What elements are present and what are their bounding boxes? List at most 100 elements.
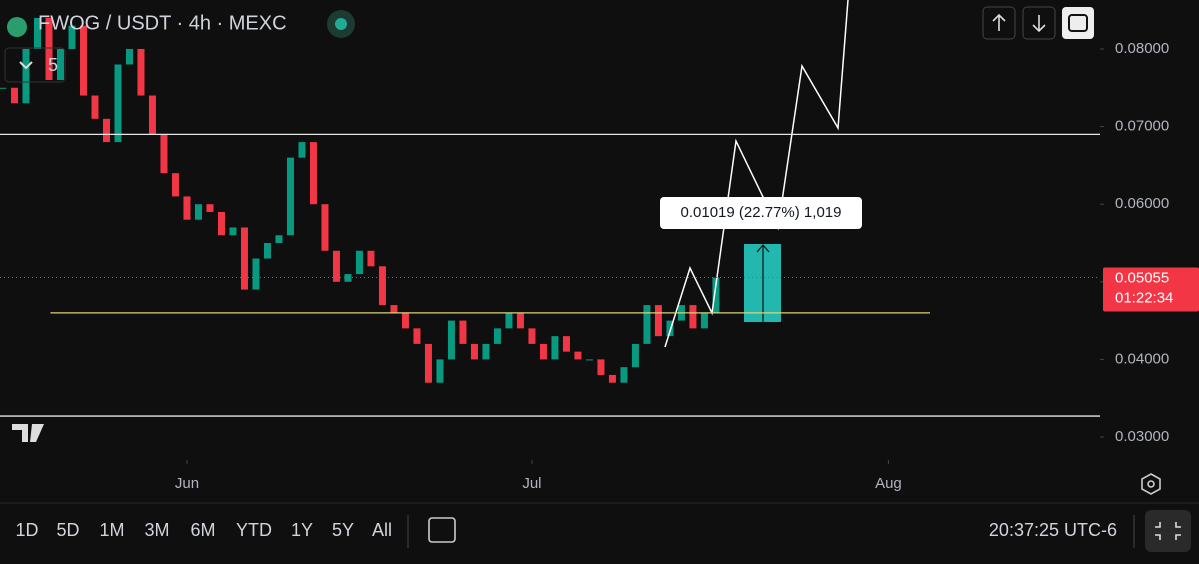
status-dot [335,18,347,30]
candle [183,196,191,220]
candle [275,235,283,243]
range-button[interactable]: YTD [236,520,272,540]
countdown: 01:22:34 [1115,290,1173,307]
settings-icon[interactable] [1141,473,1161,495]
candle [620,367,628,383]
candle [125,48,133,65]
candle [137,48,145,96]
candle [424,343,432,383]
symbol-title[interactable]: FWOG / USDT · 4h · MEXC [38,12,287,34]
candle [286,157,294,236]
candle [160,134,168,174]
candle [355,250,363,275]
candle [240,227,248,290]
tv-logo [12,424,44,442]
candle [309,142,317,205]
candle [332,250,340,282]
range-button[interactable]: 5Y [332,520,354,540]
candle [22,48,30,104]
candle [470,343,478,360]
candle [252,258,260,290]
candle [574,351,582,360]
candle [516,312,524,329]
candle [666,320,674,337]
candle [643,305,651,344]
fullscreen-button[interactable] [1062,7,1094,39]
candle [551,336,559,360]
candle [459,320,467,344]
indicator-count: 5 [48,55,58,75]
candle [689,305,697,329]
candle [45,17,53,81]
indicator-toggle[interactable] [4,47,66,83]
candle [206,204,214,212]
y-tick-label: 0.07000 [1115,118,1169,135]
x-tick-label: Aug [875,475,902,492]
clock: 20:37:25 UTC-6 [989,520,1117,540]
candle [413,328,421,344]
candle [171,173,179,197]
candle [263,242,271,259]
expand-icon [1155,522,1181,540]
range-button[interactable]: 1D [15,520,38,540]
candle [298,142,306,158]
candle [0,87,7,89]
x-tick-label: Jul [522,475,541,492]
y-tick-label: 0.04000 [1115,350,1169,367]
candle [505,312,513,329]
range-button[interactable]: 6M [190,520,215,540]
candle [68,25,76,49]
measure-label: 0.01019 (22.77%) 1,019 [681,204,842,221]
symbol-icon [7,17,27,37]
candle [229,227,237,236]
measure-arrow-head [756,244,770,253]
candle [114,64,122,143]
range-button[interactable]: 5D [56,520,79,540]
candle [378,266,386,306]
last-price-badge [1103,267,1199,312]
down-icon [1032,15,1046,33]
candle [148,95,156,135]
last-price-label: 0.05055 [1115,270,1169,287]
candle [447,320,455,360]
candle [401,312,409,329]
candle [482,343,490,360]
candle [493,328,501,344]
settings-dot [1147,480,1155,488]
up-icon [992,13,1006,31]
candle [79,25,87,96]
x-tick-label: Jun [175,475,199,492]
candle [528,328,536,344]
expand-button[interactable] [1145,510,1191,552]
range-button[interactable]: 1Y [291,520,313,540]
candle [436,359,444,383]
goto-date-icon[interactable] [428,517,456,543]
candle [102,118,110,143]
candle [597,359,605,375]
measure-label-box [660,197,862,229]
candle [562,336,570,352]
candle [10,87,18,104]
candle [56,48,64,81]
y-tick-label: 0.08000 [1115,40,1169,57]
y-tick-label: 0.06000 [1115,195,1169,212]
candle [654,305,662,337]
projection-path [664,0,849,348]
range-button[interactable]: All [372,520,392,540]
candle [390,305,398,313]
range-button[interactable]: 1M [99,520,124,540]
candle [585,359,593,361]
candle [712,277,720,313]
y-tick-label: 0.03000 [1115,428,1169,445]
candle [367,250,375,267]
candle [217,211,225,236]
candle [194,204,202,220]
candle [539,343,547,360]
range-button[interactable]: 3M [144,520,169,540]
candle [321,204,329,251]
candle [344,274,352,282]
candle [631,343,639,368]
candle [91,95,99,119]
